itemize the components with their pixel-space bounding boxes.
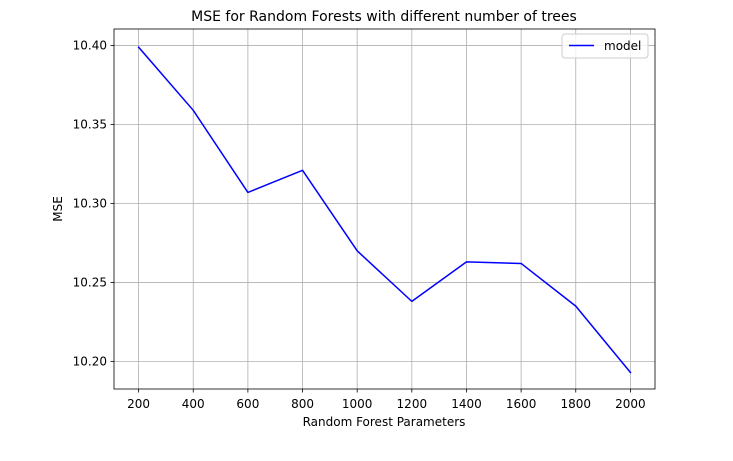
x-tick-label: 1000 [342, 397, 373, 411]
plot-area-frame [113, 28, 656, 390]
y-gridlines [114, 45, 655, 362]
series-layer [137, 46, 632, 374]
x-tick-label: 2000 [615, 397, 646, 411]
y-tick-label: 10.30 [73, 196, 107, 210]
data-point [246, 191, 249, 194]
y-axis-ticks: 10.20 10.25 10.30 10.35 10.40 [73, 39, 114, 368]
y-tick-label: 10.35 [73, 118, 107, 132]
data-point [410, 300, 413, 303]
y-axis-label: MSE [51, 196, 65, 222]
data-point [574, 305, 577, 308]
legend-label-model: model [604, 39, 641, 53]
x-tick-label: 400 [182, 397, 205, 411]
legend: model [561, 33, 649, 59]
data-point [301, 169, 304, 172]
data-point [192, 109, 195, 112]
legend-box [561, 33, 649, 59]
chart-title: MSE for Random Forests with different nu… [191, 9, 577, 25]
x-gridlines [138, 29, 631, 389]
y-tick-label: 10.20 [73, 354, 107, 368]
x-tick-label: 600 [236, 397, 259, 411]
data-point [465, 260, 468, 263]
x-tick-label: 1200 [397, 397, 428, 411]
data-point [356, 249, 359, 252]
x-tick-label: 1600 [506, 397, 537, 411]
x-tick-label: 1400 [451, 397, 482, 411]
data-point [520, 262, 523, 265]
x-axis-label: Random Forest Parameters [303, 415, 466, 429]
x-tick-label: 200 [127, 397, 150, 411]
data-point [137, 46, 140, 49]
x-axis-ticks: 200 400 600 800 1000 1200 1400 1600 1800 2000 [127, 389, 646, 411]
y-tick-label: 10.25 [73, 275, 107, 289]
x-tick-label: 800 [291, 397, 314, 411]
x-tick-label: 1800 [560, 397, 591, 411]
series-line-model [137, 46, 632, 374]
data-point [629, 371, 632, 374]
y-tick-label: 10.40 [73, 39, 107, 53]
